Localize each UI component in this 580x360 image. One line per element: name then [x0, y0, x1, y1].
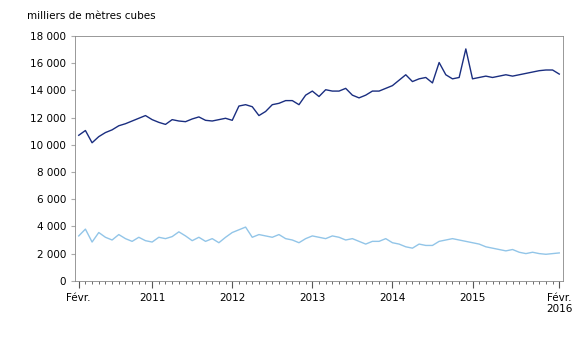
- Text: milliers de mètres cubes: milliers de mètres cubes: [27, 11, 155, 21]
